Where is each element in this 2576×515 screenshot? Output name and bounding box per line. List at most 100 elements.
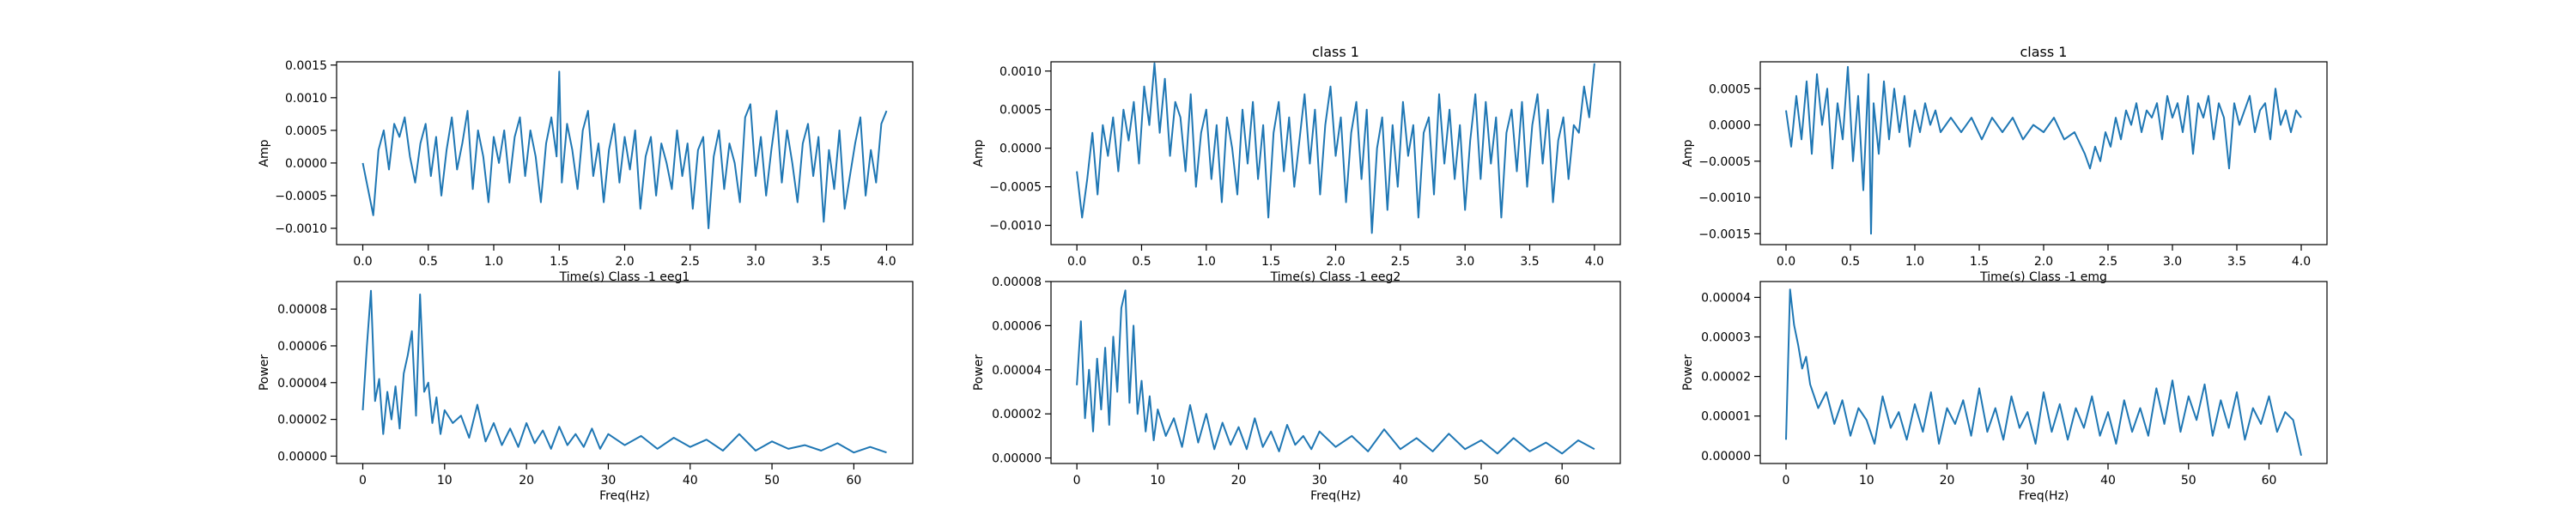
chart-panel-2: 0 10 20 30 40 50 60 0.00000 0.00002 0.00004 0.0000… bbox=[258, 281, 914, 503]
x-tick-label: 0.0 bbox=[1067, 255, 1086, 269]
y-axis-label: Amp bbox=[1681, 139, 1695, 167]
y-tick-label: −0.0010 bbox=[989, 220, 1042, 233]
x-tick-label: 50 bbox=[764, 474, 780, 488]
y-tick-label: 0.00006 bbox=[277, 340, 327, 354]
x-tick-label: 60 bbox=[846, 474, 861, 488]
axes-frame bbox=[336, 61, 914, 245]
x-tick-label: 3.0 bbox=[2163, 255, 2182, 269]
y-axis-label: Power bbox=[258, 354, 271, 391]
x-tick-label: 0.5 bbox=[1132, 255, 1151, 269]
y-tick-label: 0.00006 bbox=[992, 319, 1042, 333]
series-line bbox=[1785, 288, 2302, 457]
x-tick-label: 1.0 bbox=[484, 255, 503, 269]
x-tick-label: 3.5 bbox=[1520, 255, 1539, 269]
y-tick-label: 0.0005 bbox=[285, 124, 327, 138]
y-tick-label: −0.0015 bbox=[1698, 227, 1751, 241]
x-tick-label: 20 bbox=[1231, 474, 1247, 488]
x-tick-label: 10 bbox=[437, 474, 453, 488]
chart-panel-1: 0.0 0.5 1.0 1.5 2.0 2.5 3.0 3.5 4.0 −0.0010 −0.000… bbox=[258, 59, 914, 284]
x-axis-label: Time(s) Class -1 eeg2 bbox=[1270, 270, 1401, 284]
x-axis-label: Freq(Hz) bbox=[2019, 489, 2069, 503]
y-axis-label: Power bbox=[972, 354, 986, 391]
x-tick-label: 4.0 bbox=[1585, 255, 1604, 269]
x-tick-label: 10 bbox=[1859, 474, 1874, 488]
x-tick-label: 2.5 bbox=[1391, 255, 1410, 269]
y-tick-label: 0.00000 bbox=[277, 450, 327, 464]
y-tick-label: 0.00004 bbox=[992, 364, 1042, 378]
x-tick-label: 20 bbox=[1940, 474, 1955, 488]
y-tick-label: 0.00003 bbox=[1701, 331, 1751, 345]
series-line bbox=[1785, 65, 2302, 235]
x-tick-label: 0.5 bbox=[419, 255, 438, 269]
chart-panel-6: 0 10 20 30 40 50 60 0.00000 0.00001 0.00002 0.0000… bbox=[1681, 281, 2328, 503]
series-line bbox=[361, 289, 887, 454]
y-tick-label: 0.00002 bbox=[992, 408, 1042, 421]
y-tick-label: 0.00001 bbox=[1701, 410, 1751, 424]
y-tick-label: 0.00004 bbox=[1701, 291, 1751, 305]
x-tick-label: 40 bbox=[1393, 474, 1408, 488]
x-axis-label: Freq(Hz) bbox=[599, 489, 650, 503]
y-tick-label: 0.00002 bbox=[1701, 371, 1751, 385]
chart-title: class 1 bbox=[1312, 44, 1359, 60]
x-tick-label: 3.5 bbox=[2227, 255, 2246, 269]
x-tick-label: 0 bbox=[1783, 474, 1790, 488]
x-tick-label: 1.5 bbox=[1970, 255, 1989, 269]
y-tick-label: 0.0000 bbox=[999, 142, 1042, 156]
x-tick-label: 3.5 bbox=[811, 255, 830, 269]
y-axis-label: Amp bbox=[258, 139, 271, 167]
x-tick-label: 0.0 bbox=[353, 255, 372, 269]
y-tick-label: 0.00000 bbox=[992, 452, 1042, 466]
series-line bbox=[1076, 62, 1595, 234]
x-axis-label: Freq(Hz) bbox=[1310, 489, 1361, 503]
x-tick-label: 30 bbox=[2020, 474, 2035, 488]
chart-title: class 1 bbox=[2020, 44, 2068, 60]
x-tick-label: 40 bbox=[683, 474, 698, 488]
x-tick-label: 50 bbox=[1473, 474, 1489, 488]
y-axis-label: Power bbox=[1681, 354, 1695, 391]
y-tick-label: 0.00008 bbox=[992, 276, 1042, 289]
series-line bbox=[361, 70, 888, 229]
x-tick-label: 0 bbox=[1073, 474, 1081, 488]
x-tick-label: 2.0 bbox=[2034, 255, 2053, 269]
axes-frame bbox=[1050, 281, 1621, 464]
x-tick-label: 0 bbox=[359, 474, 367, 488]
x-tick-label: 1.5 bbox=[1261, 255, 1280, 269]
axes-frame bbox=[1759, 61, 2328, 245]
y-tick-label: 0.0010 bbox=[285, 92, 327, 106]
x-tick-label: 4.0 bbox=[2292, 255, 2311, 269]
y-axis-label: Amp bbox=[972, 139, 986, 167]
y-tick-label: 0.00000 bbox=[1701, 450, 1751, 464]
chart-panel-4: 0 10 20 30 40 50 60 0.00000 0.00002 0.00004 0.0000… bbox=[972, 276, 1621, 503]
x-tick-label: 0.0 bbox=[1777, 255, 1795, 269]
x-tick-label: 2.0 bbox=[615, 255, 634, 269]
y-tick-label: −0.0010 bbox=[275, 222, 327, 236]
x-tick-label: 2.0 bbox=[1326, 255, 1345, 269]
chart-panel-3: 0.0 0.5 1.0 1.5 2.0 2.5 3.0 3.5 4.0 −0.0010 −0.000… bbox=[972, 44, 1621, 284]
y-tick-label: 0.00002 bbox=[277, 414, 327, 427]
x-tick-label: 3.0 bbox=[746, 255, 765, 269]
x-tick-label: 2.5 bbox=[2099, 255, 2117, 269]
chart-panel-5: 0.0 0.5 1.0 1.5 2.0 2.5 3.0 3.5 4.0 −0.0015 −0.001… bbox=[1681, 44, 2328, 284]
x-tick-label: 1.0 bbox=[1197, 255, 1216, 269]
y-tick-label: 0.0015 bbox=[285, 59, 327, 73]
x-tick-label: 3.0 bbox=[1455, 255, 1474, 269]
y-tick-label: −0.0005 bbox=[989, 181, 1042, 195]
x-tick-label: 50 bbox=[2181, 474, 2196, 488]
y-tick-label: 0.0000 bbox=[285, 157, 327, 171]
x-tick-label: 30 bbox=[601, 474, 617, 488]
y-tick-label: 0.0005 bbox=[1709, 82, 1751, 96]
x-axis-label: Time(s) Class -1 eeg1 bbox=[559, 270, 690, 284]
x-tick-label: 30 bbox=[1312, 474, 1327, 488]
y-tick-label: −0.0005 bbox=[1698, 155, 1751, 169]
x-tick-label: 60 bbox=[1554, 474, 1570, 488]
y-tick-label: 0.00008 bbox=[277, 303, 327, 317]
y-tick-label: 0.0000 bbox=[1709, 119, 1751, 133]
y-tick-label: 0.0010 bbox=[999, 65, 1042, 79]
x-axis-label: Time(s) Class -1 emg bbox=[1979, 270, 2107, 284]
x-tick-label: 40 bbox=[2100, 474, 2116, 488]
y-tick-label: 0.00004 bbox=[277, 377, 327, 391]
x-tick-label: 2.5 bbox=[681, 255, 700, 269]
x-tick-label: 20 bbox=[519, 474, 534, 488]
y-tick-label: −0.0005 bbox=[275, 190, 327, 203]
